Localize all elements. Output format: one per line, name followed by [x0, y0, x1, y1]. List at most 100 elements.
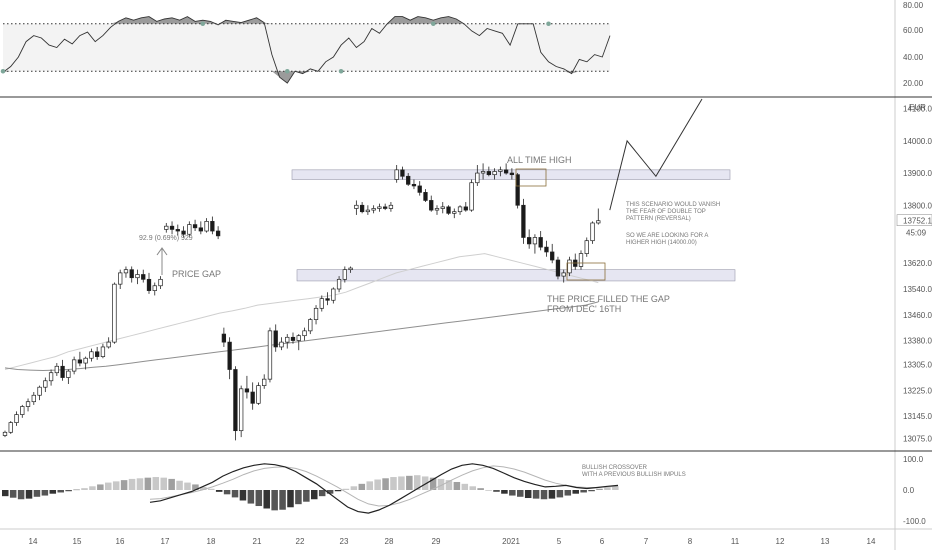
candle — [567, 256, 572, 277]
macd-histogram-bar — [406, 475, 413, 490]
x-tick-label: 23 — [340, 537, 349, 546]
macd-histogram-bar — [572, 490, 579, 494]
rsi-oversold-fill — [3, 71, 610, 84]
candle-body-down — [527, 237, 532, 245]
annotation-price-gap: PRICE GAP — [172, 269, 221, 279]
candle-body-up — [302, 330, 307, 337]
candle-body-up — [135, 274, 140, 279]
candle-body-up — [14, 414, 19, 423]
candle-body-down — [210, 221, 215, 232]
candle-body-up — [66, 370, 71, 378]
candle-body-up — [469, 182, 474, 211]
candle-body-up — [296, 335, 301, 341]
candle — [158, 276, 163, 289]
macd-histogram-bar — [25, 490, 33, 499]
candle-body-up — [100, 346, 106, 357]
candle-body-down — [503, 169, 509, 174]
candle-body-up — [336, 278, 342, 290]
rsi-y-tick-label: 20.00 — [903, 79, 924, 88]
candle-body-down — [411, 183, 417, 187]
macd-histogram-bar — [215, 490, 223, 492]
rsi-cross-marker — [338, 68, 344, 74]
candle-body-down — [486, 171, 491, 176]
candle — [475, 165, 480, 186]
candle — [434, 205, 440, 215]
candle — [411, 179, 417, 190]
candle-body-down — [538, 237, 543, 248]
candle — [417, 181, 422, 196]
macd-histogram-bar — [612, 486, 619, 490]
macd-histogram-bar — [144, 477, 152, 490]
candle — [77, 351, 83, 367]
candle — [336, 276, 342, 293]
candle — [100, 343, 106, 359]
candle — [233, 366, 238, 441]
candle-body-up — [342, 269, 347, 280]
macd-histogram-bar — [303, 490, 310, 502]
candle-body-up — [262, 378, 267, 386]
candle — [123, 266, 129, 278]
candle — [521, 198, 526, 244]
candle — [89, 348, 94, 362]
candle — [331, 287, 336, 304]
candle-body-down — [406, 175, 411, 185]
candle — [152, 282, 157, 296]
macd-histogram-bar — [255, 490, 263, 507]
candle-body-up — [2, 431, 8, 436]
macd-histogram-bar — [485, 490, 492, 491]
candle-body-down — [290, 336, 296, 341]
candle-body-up — [498, 169, 503, 172]
price-y-tick-label: 13305.0 — [903, 361, 932, 370]
candle — [37, 385, 42, 401]
candle — [555, 256, 561, 280]
x-tick-label: 6 — [600, 537, 605, 546]
candle — [383, 203, 388, 211]
rsi-cross-marker — [430, 21, 436, 27]
macd-histogram-bar — [564, 490, 572, 496]
last-price-label: 13752.1 — [903, 217, 932, 226]
candle-body-up — [256, 385, 261, 404]
candle-body-up — [365, 209, 371, 213]
macd-histogram-bar — [532, 490, 540, 499]
candle — [83, 356, 88, 370]
macd-histogram-bar — [445, 480, 453, 490]
macd-histogram-bar — [374, 479, 381, 490]
macd-histogram-bar — [501, 490, 508, 494]
rsi-line — [2, 16, 611, 84]
macd-histogram-bar — [517, 490, 524, 497]
macd-histogram-bar — [184, 482, 191, 490]
candle — [48, 369, 54, 386]
candle — [290, 332, 296, 344]
candle-body-down — [555, 259, 561, 277]
x-tick-label: 2021 — [502, 537, 520, 546]
candle — [95, 346, 100, 360]
candle — [515, 173, 520, 209]
macd-histogram-bar — [437, 478, 445, 490]
macd-histogram-bar — [81, 488, 88, 490]
candle — [267, 327, 273, 383]
macd-histogram-bar — [366, 481, 373, 490]
x-tick-label: 13 — [821, 537, 830, 546]
macd-histogram-bar — [540, 490, 548, 500]
macd-histogram-bar — [41, 490, 49, 496]
macd-histogram-bar — [493, 490, 500, 492]
candle — [498, 166, 503, 177]
candle — [400, 166, 405, 180]
candle-body-down — [400, 169, 405, 177]
candle-body-up — [89, 351, 94, 359]
candle — [532, 234, 538, 254]
annotation-previous-impulse: WITH A PREVIOUS BULLISH IMPULS — [582, 472, 686, 478]
x-tick-label: 18 — [207, 537, 216, 546]
macd-histogram-bar — [588, 490, 595, 492]
price-y-tick-label: 13075.0 — [903, 435, 932, 444]
price-y-tick-label: 14100.0 — [903, 105, 932, 114]
candle-body-up — [106, 341, 111, 348]
candle — [60, 359, 65, 381]
candle-body-down — [198, 227, 203, 232]
price-y-tick-label: 13540.0 — [903, 285, 932, 294]
candle — [141, 269, 146, 283]
macd-histogram-bar — [105, 482, 112, 490]
candle-body-up — [112, 283, 117, 343]
price-y-tick-label: 13620.0 — [903, 259, 932, 268]
candle-body-up — [37, 386, 42, 396]
